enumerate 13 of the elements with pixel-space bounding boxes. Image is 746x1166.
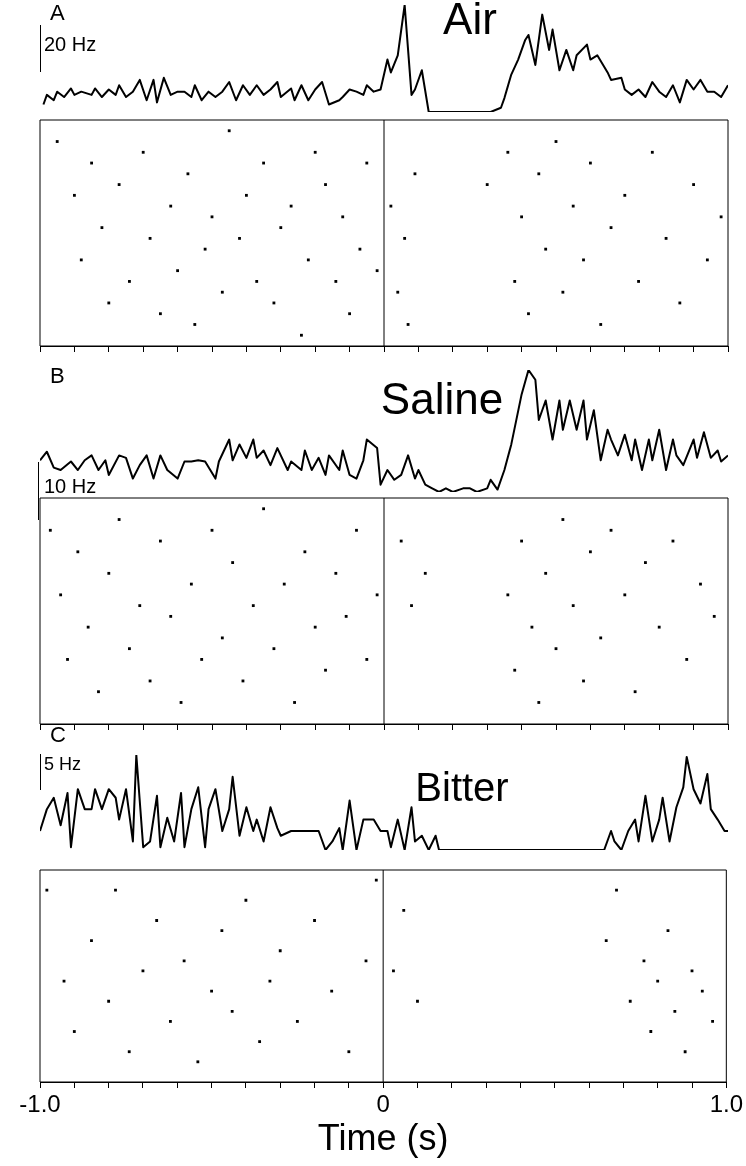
annotation: Saline bbox=[380, 374, 504, 424]
annotation: Bitter bbox=[415, 765, 509, 810]
x-axis-title: Time (s) bbox=[317, 1117, 449, 1159]
annotation: 5 Hz bbox=[44, 753, 82, 774]
chart-title: A bbox=[50, 0, 65, 26]
chart-title: C bbox=[50, 722, 66, 748]
annotation: 10 Hz bbox=[44, 474, 97, 497]
chart-title: B bbox=[50, 363, 65, 389]
x-tick-label: -1.0 bbox=[19, 1090, 61, 1118]
x-tick-label: 1.0 bbox=[709, 1090, 744, 1118]
annotation: 20 Hz bbox=[44, 32, 97, 55]
annotation: Air bbox=[443, 0, 497, 44]
x-tick-label: 0 bbox=[376, 1090, 390, 1118]
